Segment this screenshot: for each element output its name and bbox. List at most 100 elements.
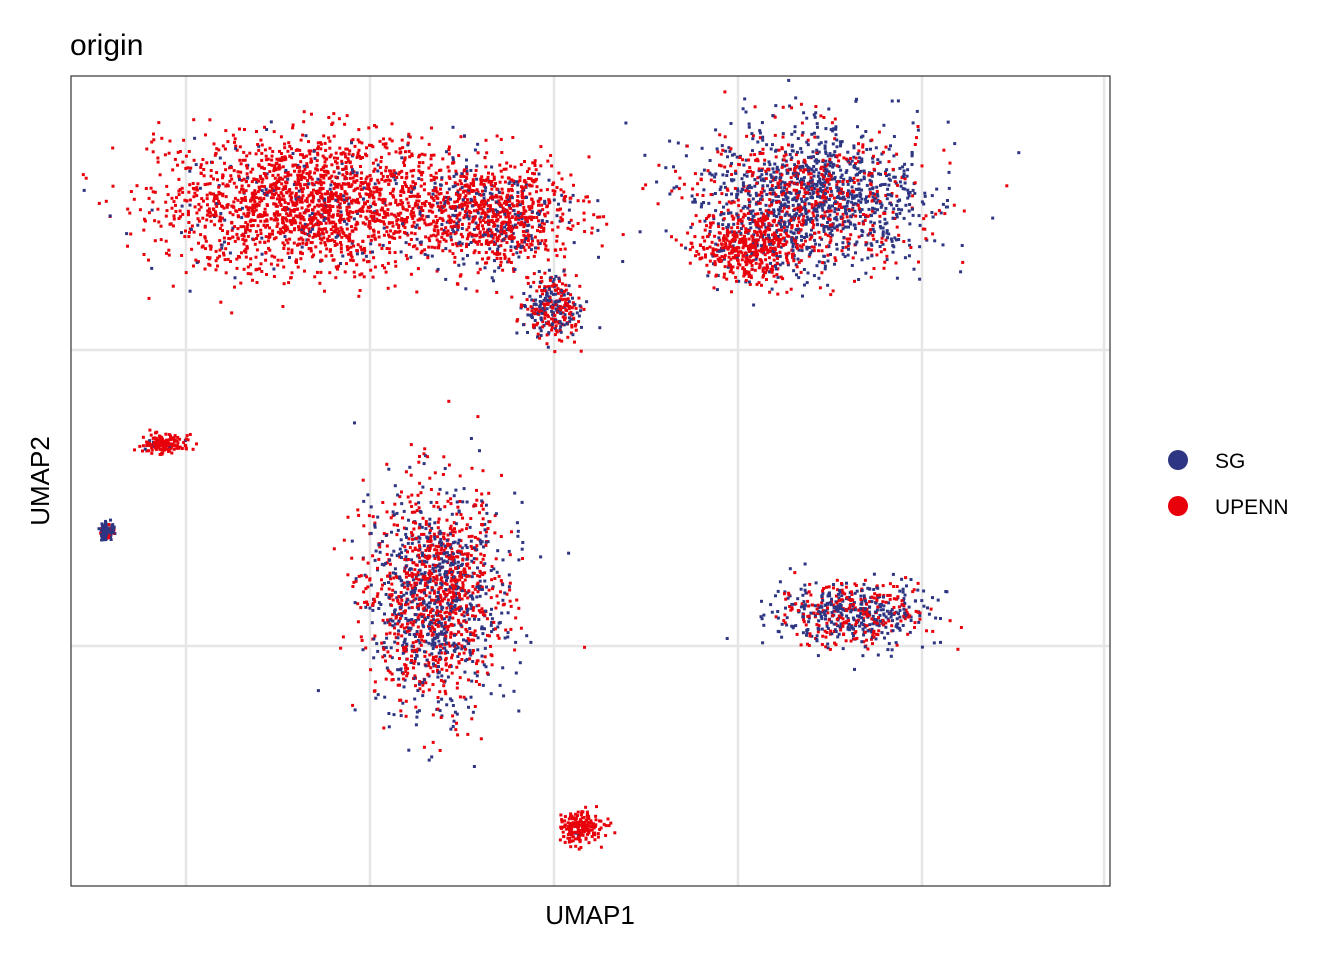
point: [804, 212, 808, 215]
point: [239, 170, 243, 174]
point: [501, 206, 505, 210]
point: [391, 193, 395, 197]
point: [505, 223, 509, 227]
point: [890, 194, 894, 198]
point: [804, 168, 807, 172]
point: [817, 171, 821, 175]
point: [456, 282, 460, 286]
point: [810, 132, 814, 136]
plot-panel: [70, 75, 1111, 887]
point: [907, 191, 910, 195]
point: [710, 173, 714, 177]
point: [828, 177, 832, 181]
point: [281, 218, 285, 222]
point: [862, 169, 866, 173]
point: [417, 226, 421, 230]
point: [471, 219, 475, 222]
point: [246, 176, 250, 180]
point: [778, 179, 782, 183]
point: [903, 181, 907, 185]
point: [552, 320, 556, 324]
point: [265, 193, 269, 197]
point: [491, 172, 495, 176]
point: [395, 222, 399, 226]
point: [441, 232, 445, 236]
point: [404, 217, 408, 221]
point: [794, 171, 798, 175]
point: [360, 141, 364, 145]
point: [818, 236, 822, 240]
point: [682, 182, 686, 186]
point: [178, 188, 182, 191]
point: [224, 271, 228, 275]
point: [359, 165, 362, 168]
point: [809, 251, 813, 255]
point: [347, 159, 350, 163]
point: [815, 190, 819, 194]
point: [277, 177, 281, 181]
point: [321, 187, 325, 190]
point: [304, 199, 308, 203]
point: [458, 218, 462, 222]
point: [253, 206, 256, 210]
point: [551, 303, 555, 307]
point: [842, 156, 846, 160]
point: [339, 192, 343, 196]
point: [344, 155, 348, 159]
point: [390, 174, 393, 178]
panel-background: [71, 76, 1110, 886]
point: [292, 183, 296, 186]
point: [407, 190, 411, 193]
point: [753, 105, 757, 109]
point: [330, 163, 334, 167]
point: [837, 186, 841, 190]
point: [797, 166, 801, 170]
point: [797, 227, 801, 231]
point: [552, 277, 556, 281]
point: [319, 183, 323, 187]
point: [317, 223, 321, 227]
point: [547, 320, 550, 324]
point: [323, 192, 327, 196]
point: [526, 331, 529, 334]
point: [250, 208, 254, 212]
point: [785, 290, 789, 294]
point: [398, 151, 402, 155]
point: [543, 303, 547, 307]
point: [266, 223, 269, 227]
point: [907, 194, 911, 198]
point: [810, 228, 813, 232]
point: [465, 228, 469, 232]
point: [875, 253, 879, 257]
point: [539, 145, 543, 149]
point: [768, 290, 772, 294]
point: [487, 241, 491, 245]
point: [242, 212, 246, 216]
point: [741, 206, 745, 210]
point: [883, 222, 887, 226]
point: [372, 196, 376, 200]
point: [391, 189, 395, 193]
point: [790, 226, 794, 230]
point: [747, 190, 751, 194]
point: [361, 240, 365, 243]
point: [759, 197, 762, 201]
point: [777, 221, 781, 225]
point: [212, 177, 215, 181]
point: [284, 238, 288, 242]
point: [332, 187, 336, 191]
point: [835, 242, 839, 246]
point: [553, 327, 557, 331]
point: [208, 118, 212, 122]
point: [310, 255, 314, 259]
point: [541, 208, 545, 212]
point: [405, 208, 409, 212]
point: [276, 173, 280, 177]
point: [808, 179, 812, 183]
point: [230, 228, 234, 232]
point: [353, 275, 357, 279]
point: [883, 217, 887, 221]
point: [373, 219, 377, 223]
point: [221, 176, 224, 180]
point: [568, 196, 572, 200]
